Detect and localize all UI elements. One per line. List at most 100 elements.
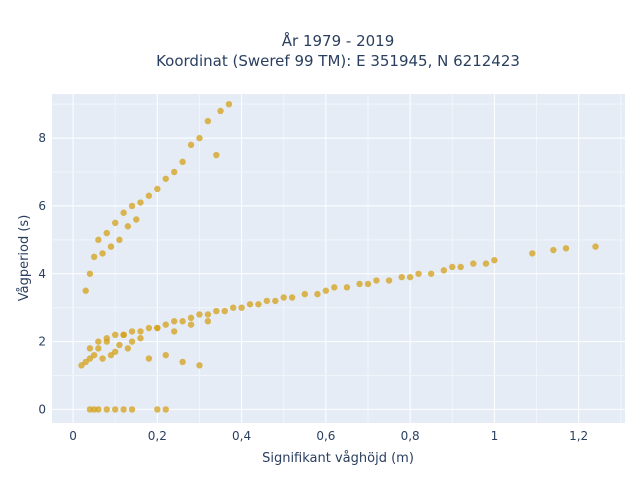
data-point: [272, 297, 279, 305]
data-point: [343, 284, 351, 291]
data-point: [116, 341, 123, 349]
data-point: [491, 256, 498, 264]
data-point: [398, 273, 405, 281]
data-point: [482, 260, 490, 267]
tick-labels: 0 0,2 0,4 0,6 0,8 1 1,2 0 2 4 6 8: [38, 131, 588, 443]
data-point: [331, 284, 338, 291]
data-point: [82, 287, 89, 294]
data-point: [373, 277, 380, 284]
data-point: [154, 324, 161, 332]
data-point: [229, 304, 237, 311]
data-point: [187, 141, 195, 149]
data-point: [145, 355, 153, 362]
data-point: [86, 270, 94, 277]
data-point: [111, 331, 119, 339]
data-point: [154, 185, 161, 193]
data-point: [470, 260, 477, 267]
data-point: [103, 229, 110, 237]
data-point: [440, 267, 448, 274]
data-point: [263, 297, 271, 305]
data-point: [145, 192, 153, 199]
data-point: [95, 345, 102, 352]
data-point: [128, 406, 136, 413]
x-tick-label: 0,4: [232, 429, 251, 443]
data-point: [128, 202, 136, 210]
x-tick-label: 1,2: [569, 429, 588, 443]
data-point: [550, 246, 557, 254]
x-tick-label: 0,2: [148, 429, 167, 443]
y-tick-label: 8: [38, 131, 46, 145]
data-point: [179, 358, 186, 366]
data-point: [301, 290, 308, 298]
data-point: [162, 406, 169, 413]
data-point: [137, 199, 144, 206]
data-point: [154, 406, 161, 413]
data-point: [162, 321, 169, 328]
data-point: [204, 318, 212, 325]
data-point: [562, 245, 570, 252]
data-point: [103, 406, 110, 413]
data-point: [457, 263, 464, 271]
data-point: [162, 351, 169, 359]
data-point: [124, 223, 132, 230]
data-point: [406, 273, 414, 281]
data-point: [95, 406, 102, 413]
data-point: [217, 107, 224, 115]
data-point: [95, 338, 102, 345]
data-point: [213, 151, 220, 159]
data-point: [133, 216, 140, 223]
data-point: [137, 328, 144, 335]
data-point: [137, 335, 144, 342]
data-point: [280, 294, 287, 301]
data-point: [179, 158, 186, 166]
data-point: [196, 362, 203, 369]
x-tick-label: 0,8: [401, 429, 420, 443]
data-point: [364, 280, 372, 288]
data-point: [99, 355, 106, 362]
grid-lines: [52, 94, 625, 423]
data-point: [427, 270, 435, 277]
data-point: [314, 290, 321, 298]
y-tick-label: 0: [38, 402, 46, 416]
data-point: [225, 100, 233, 108]
data-point: [449, 263, 456, 271]
data-point: [124, 345, 132, 352]
plot-area-background: [52, 94, 625, 423]
x-tick-label: 0: [69, 429, 77, 443]
data-point: [170, 168, 178, 176]
y-tick-label: 4: [38, 267, 46, 281]
y-axis-title: Vågperiod (s): [17, 215, 32, 302]
data-point: [385, 277, 393, 284]
data-point: [204, 311, 212, 318]
data-point: [322, 287, 330, 294]
data-point: [128, 328, 136, 335]
data-point: [288, 294, 296, 301]
data-point: [95, 236, 102, 244]
data-point: [120, 406, 127, 413]
data-point: [187, 314, 195, 322]
data-point: [120, 331, 127, 339]
data-point: [145, 324, 153, 332]
x-tick-label: 0,6: [316, 429, 335, 443]
y-tick-label: 6: [38, 199, 46, 213]
data-point: [111, 406, 119, 413]
y-tick-label: 2: [38, 335, 46, 349]
data-point: [196, 134, 203, 142]
chart-title-line1: År 1979 - 2019: [282, 31, 395, 50]
data-point: [179, 318, 186, 325]
data-points: [78, 100, 599, 413]
data-point: [246, 301, 254, 308]
data-point: [204, 117, 212, 125]
data-point: [592, 243, 599, 250]
data-point: [86, 345, 94, 352]
data-point: [196, 311, 203, 318]
data-point: [116, 236, 123, 244]
data-point: [187, 321, 195, 328]
x-tick-label: 1: [491, 429, 499, 443]
data-point: [111, 219, 119, 227]
data-point: [128, 338, 136, 345]
data-point: [356, 280, 363, 288]
chart-title-line2: Koordinat (Sweref 99 TM): E 351945, N 62…: [156, 52, 520, 70]
data-point: [221, 307, 228, 315]
